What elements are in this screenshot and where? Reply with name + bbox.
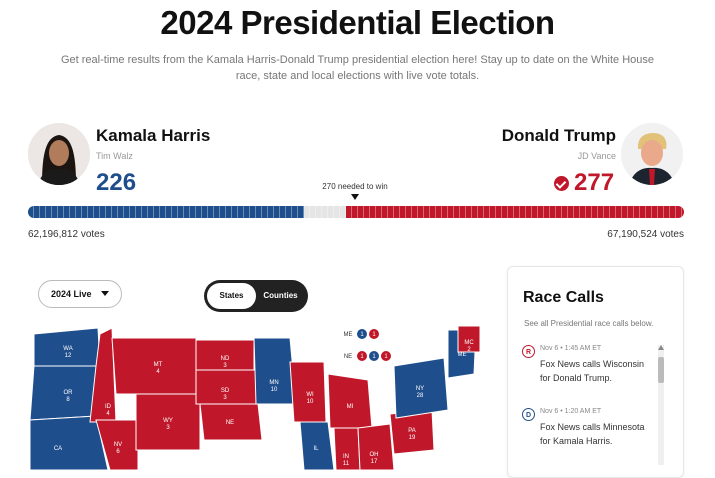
state-ev-label: 3 — [223, 363, 227, 369]
state-label: ID — [105, 404, 112, 410]
state-label: WA — [63, 346, 72, 352]
state-ev-label: 4 — [156, 369, 160, 375]
state-ca[interactable] — [29, 415, 109, 470]
state-label: NY — [416, 386, 424, 392]
trump-name: Donald Trump — [501, 126, 616, 145]
race-calls-panel: Race Calls See all Presidential race cal… — [507, 266, 684, 478]
state-label: NV — [114, 442, 122, 448]
state-ev-label: 4 — [106, 411, 110, 417]
toggle-states[interactable]: States — [207, 283, 256, 309]
race-call-text: Fox News calls Wisconsin for Donald Trum… — [540, 359, 645, 383]
needed-to-win-label: 270 needed to win — [322, 182, 388, 191]
state-label: PA — [408, 428, 416, 434]
chevron-down-icon — [101, 291, 109, 296]
trump-avatar — [621, 123, 683, 185]
state-ev-label: 17 — [371, 459, 378, 465]
us-results-map[interactable]: WA12OR8CAID4NV6MT4WY3ND3SD3NEMN10WI10MII… — [28, 322, 484, 470]
page-subtitle: Get real-time results from the Kamala Ha… — [60, 54, 655, 82]
trump-popular-votes: 67,190,524 votes — [607, 229, 684, 240]
page-title: 2024 Presidential Election — [160, 4, 555, 41]
district-ev-label: 1 — [372, 332, 376, 338]
map-view-toggle[interactable]: States Counties — [204, 280, 308, 312]
state-oh[interactable] — [357, 423, 395, 470]
party-badge-icon: D — [522, 408, 535, 421]
winner-check-icon — [554, 176, 569, 191]
race-call-time: Nov 6 • 1:20 AM ET — [540, 408, 602, 415]
state-label: IN — [343, 454, 349, 460]
state-label: MI — [347, 404, 354, 410]
harris-electoral-votes: 226 — [96, 169, 137, 196]
state-mi[interactable] — [327, 373, 373, 429]
harris-avatar — [28, 123, 90, 185]
race-call-time: Nov 6 • 1:45 AM ET — [540, 345, 602, 352]
toggle-counties[interactable]: Counties — [263, 291, 298, 300]
race-calls-title: Race Calls — [523, 289, 604, 306]
state-ev-label: 12 — [65, 353, 72, 359]
state-ev-label: 11 — [343, 461, 350, 467]
state-nv[interactable] — [95, 419, 139, 470]
state-label: ME — [458, 352, 467, 358]
state-ev-label: 3 — [223, 395, 227, 401]
district-label: NE — [344, 354, 352, 360]
district-bubble[interactable] — [357, 329, 367, 339]
state-label: MT — [154, 362, 163, 368]
race-call-text: Fox News calls Minnesota for Kamala Harr… — [540, 422, 645, 446]
scroll-up-icon[interactable] — [658, 345, 664, 350]
state-ev-label: 28 — [417, 393, 424, 399]
district-bubble[interactable] — [381, 351, 391, 361]
state-label: MN — [269, 380, 278, 386]
state-wy[interactable] — [135, 393, 201, 451]
harris-running-mate: Tim Walz — [96, 151, 133, 161]
state-mc[interactable] — [457, 325, 481, 353]
district-bubble[interactable] — [369, 329, 379, 339]
trump-progress-fill — [346, 206, 684, 218]
electoral-progress-bar — [28, 206, 684, 218]
district-bubble[interactable] — [357, 351, 367, 361]
state-in[interactable] — [333, 427, 361, 470]
state-label: OH — [370, 452, 379, 458]
state-label: IL — [313, 446, 319, 452]
state-label: ND — [221, 356, 230, 362]
district-bubble[interactable] — [369, 351, 379, 361]
state-ev-label: 10 — [307, 399, 314, 405]
state-label: MC — [464, 340, 474, 346]
state-label: CA — [54, 446, 62, 452]
party-badge-icon: R — [522, 345, 535, 358]
district-ev-label: 1 — [360, 354, 364, 360]
year-dropdown-value: 2024 Live — [51, 289, 92, 299]
state-ev-label: 3 — [166, 425, 170, 431]
race-calls-description: See all Presidential race calls below. — [524, 319, 654, 328]
threshold-marker-icon — [351, 194, 359, 200]
state-ny[interactable] — [393, 357, 449, 419]
state-mn[interactable] — [253, 337, 297, 405]
state-label: SD — [221, 388, 230, 394]
harris-name: Kamala Harris — [96, 126, 211, 145]
district-ev-label: 1 — [372, 354, 376, 360]
state-label: NE — [226, 420, 234, 426]
state-label: WY — [163, 418, 173, 424]
state-label: WI — [306, 392, 314, 398]
state-ev-label: 19 — [409, 435, 416, 441]
state-ev-label: 6 — [116, 449, 120, 455]
year-dropdown[interactable]: 2024 Live — [38, 280, 122, 308]
state-ev-label: 2 — [467, 347, 471, 353]
district-label: ME — [344, 332, 353, 338]
trump-running-mate: JD Vance — [577, 151, 616, 161]
scrollbar-thumb[interactable] — [658, 357, 664, 383]
harris-progress-fill — [28, 206, 304, 218]
trump-electoral-votes: 277 — [574, 169, 615, 196]
state-ev-label: 8 — [66, 397, 70, 403]
state-ne[interactable] — [199, 403, 263, 441]
race-calls-scrollbar[interactable] — [658, 345, 664, 465]
state-label: OR — [64, 390, 74, 396]
district-ev-label: 1 — [384, 354, 388, 360]
state-il[interactable] — [299, 421, 335, 470]
harris-popular-votes: 62,196,812 votes — [28, 229, 105, 240]
district-ev-label: 1 — [360, 332, 364, 338]
state-ev-label: 10 — [271, 387, 278, 393]
